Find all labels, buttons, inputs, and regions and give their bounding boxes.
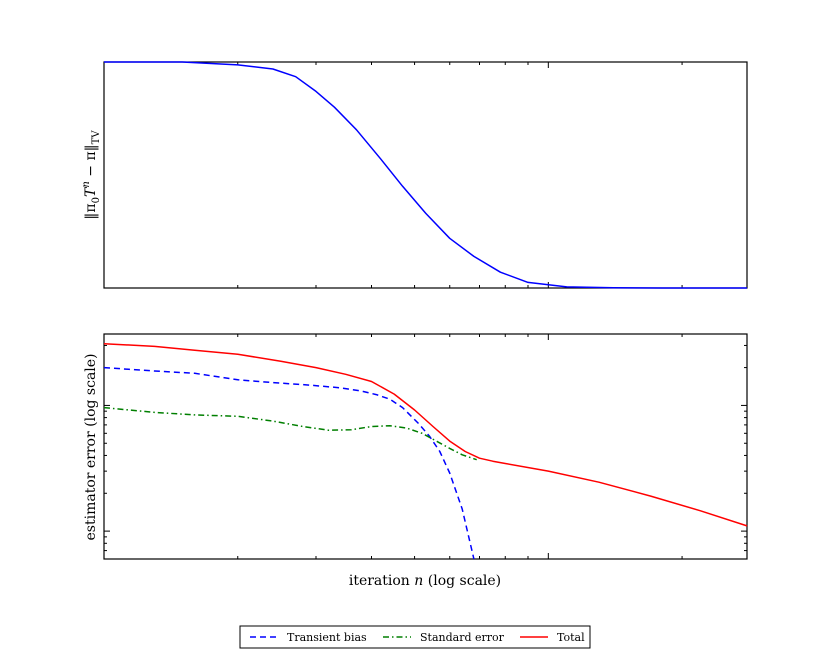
x-axis-label: iteration n (log scale) xyxy=(349,573,501,589)
bottom-series xyxy=(103,342,748,560)
bottom-x-ticks xyxy=(103,334,683,559)
legend-box xyxy=(239,625,591,649)
ylabel-mid: − π‖ xyxy=(83,144,99,181)
legend: Transient bias Standard error Total xyxy=(239,625,591,649)
bottom-series-transient-bias-line xyxy=(103,366,475,560)
xlabel-pre: iteration xyxy=(349,573,414,589)
top-series-0-line xyxy=(104,61,747,289)
ylabel-sub0: 0 xyxy=(91,197,102,203)
top-plot-frame xyxy=(103,61,748,289)
ylabel-open: ‖π xyxy=(83,203,99,219)
top-series xyxy=(104,61,747,289)
top-y-axis-label: ‖π0Tn − π‖TV xyxy=(81,130,102,220)
legend-label-total: Total xyxy=(557,631,585,644)
ylabel-T: T xyxy=(83,186,99,197)
xlabel-post: (log scale) xyxy=(423,573,501,589)
top-x-ticks xyxy=(103,62,683,288)
top-panel: ‖π0Tn − π‖TV xyxy=(81,61,748,289)
bottom-panel: estimator error (log scale) iteration n … xyxy=(83,333,748,589)
bottom-series-standard-error-line xyxy=(103,406,477,461)
ylabel-sup: n xyxy=(81,181,92,187)
bottom-y-axis-label: estimator error (log scale) xyxy=(83,353,99,540)
bottom-plot-frame xyxy=(103,333,748,560)
ylabel-sub: TV xyxy=(91,130,102,145)
legend-label-standard-error: Standard error xyxy=(420,631,505,644)
bottom-series-total-line xyxy=(103,342,748,527)
xlabel-var: n xyxy=(414,573,423,589)
legend-label-transient-bias: Transient bias xyxy=(287,631,367,644)
